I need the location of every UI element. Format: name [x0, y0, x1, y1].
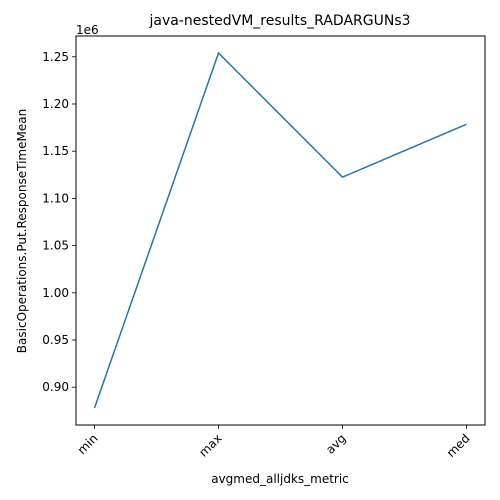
y-ticks: 0.90 0.95 1.00 1.05 1.10 1.15 1.20 1.25 — [42, 50, 76, 394]
x-tick-label: med — [444, 431, 473, 460]
plot-frame — [75, 35, 486, 426]
x-axis-label: avgmed_alljdks_metric — [211, 472, 349, 486]
y-tick-label: 1.25 — [42, 50, 69, 64]
x-tick-label: max — [196, 431, 224, 459]
x-tick-label: avg — [323, 431, 349, 457]
series-line — [93, 51, 467, 409]
x-tick-label: min — [75, 431, 101, 457]
y-tick-label: 1.20 — [42, 97, 69, 111]
y-tick-label: 1.10 — [42, 191, 69, 205]
y-tick-label: 1.05 — [42, 239, 69, 253]
y-tick-label: 1.00 — [42, 286, 69, 300]
y-tick-label: 0.90 — [42, 380, 69, 394]
y-tick-label: 0.95 — [42, 333, 69, 347]
y-axis-label: BasicOperations.Put.ResponseTimeMean — [15, 109, 29, 353]
y-offset-label: 1e6 — [76, 23, 99, 37]
chart-title: java-nestedVM_results_RADARGUNs3 — [148, 13, 410, 29]
y-tick-label: 1.15 — [42, 144, 69, 158]
x-ticks: min max avg med — [75, 425, 473, 460]
